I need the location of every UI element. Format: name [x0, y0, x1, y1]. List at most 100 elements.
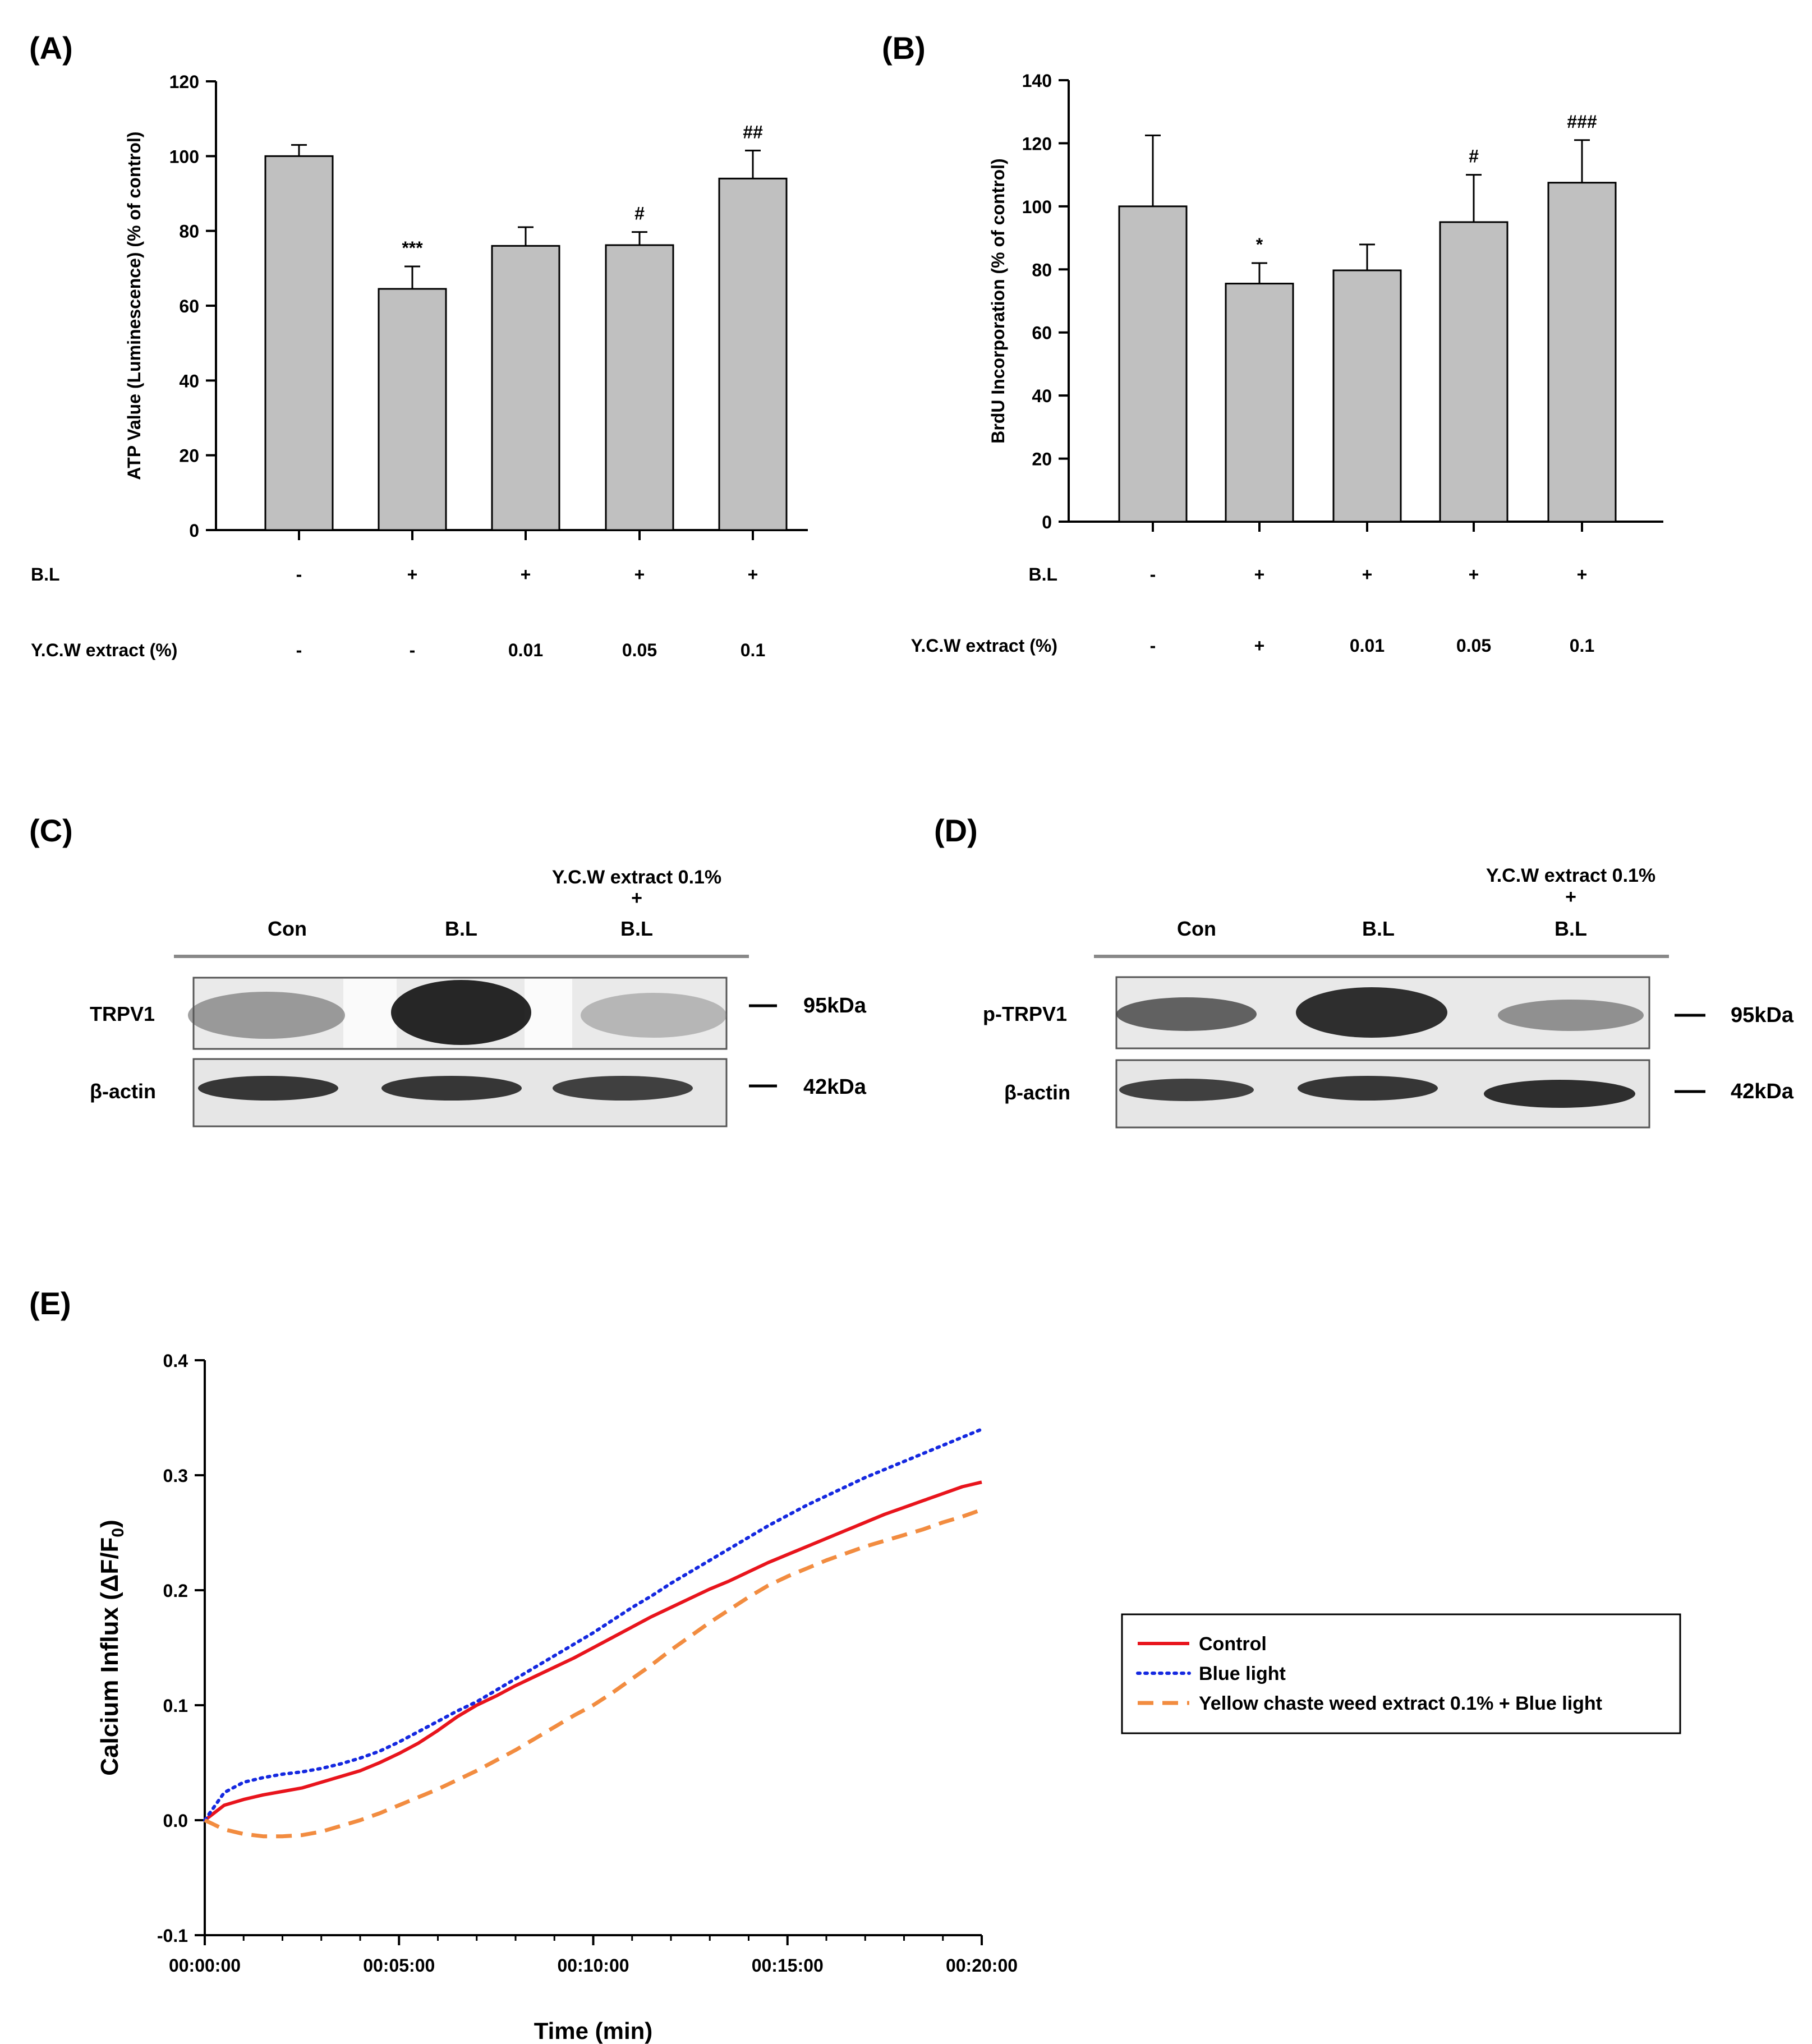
- legend: Control Blue light Yellow chaste weed extr…: [1121, 1613, 1681, 1734]
- series-line-1: [203, 1428, 983, 1822]
- bar: [1225, 283, 1294, 523]
- condition-value: +: [521, 564, 531, 584]
- condition-value: +: [1469, 564, 1479, 584]
- actin-size-label-d: 42kDa: [1731, 1080, 1794, 1103]
- y-tick-label: 100: [169, 146, 199, 167]
- y-tick-label: 40: [1032, 386, 1052, 406]
- y-tick-label: 120: [1022, 133, 1052, 154]
- y-axis-title: BrdU Incorporation (% of control): [988, 158, 1008, 443]
- ptrpv1-band-bl: [1296, 987, 1447, 1038]
- y-tick-label: 80: [179, 222, 199, 242]
- condition-value: 0.05: [1456, 636, 1491, 656]
- trpv1-protein-label: TRPV1: [90, 1002, 155, 1025]
- y-tick-label: 0: [1042, 512, 1052, 532]
- lane-con-label: Con: [268, 917, 307, 940]
- significance-label: ***: [402, 238, 423, 258]
- y-tick-label: 100: [1022, 197, 1052, 217]
- condition-value: -: [410, 640, 416, 660]
- bar: [718, 177, 788, 531]
- x-axis-title: Time (min): [534, 2018, 653, 2044]
- lane-plus-label: +: [631, 887, 642, 909]
- y-tick-label: 40: [179, 371, 199, 391]
- trpv1-band-con: [188, 992, 345, 1039]
- condition-value: -: [1150, 564, 1156, 584]
- x-tick-label: 00:10:00: [557, 1955, 629, 1976]
- lane-bl-label: B.L: [1362, 917, 1395, 940]
- y-tick-label: 0.4: [163, 1351, 188, 1371]
- actin-band-bl: [381, 1076, 522, 1101]
- y-tick-label: 60: [1032, 323, 1052, 343]
- y-title-ratio: ΔF/F: [96, 1537, 123, 1592]
- bar: [1118, 205, 1188, 523]
- panel-c-label: (C): [29, 813, 73, 848]
- condition-value: +: [634, 564, 645, 584]
- western-blot-c: Y.C.W extract 0.1% + Con B.L B.L TRPV1 9…: [90, 867, 867, 1127]
- ptrpv1-band-con: [1116, 997, 1257, 1031]
- condition-name: Y.C.W extract (%): [31, 640, 177, 660]
- bar: [491, 245, 560, 531]
- x-tick-label: 00:15:00: [752, 1955, 824, 1976]
- condition-value: 0.01: [1350, 636, 1385, 656]
- condition-value: +: [1254, 636, 1265, 656]
- y-tick-label: -0.1: [157, 1926, 188, 1946]
- condition-value: -: [296, 564, 302, 584]
- actin-size-label-c: 42kDa: [803, 1075, 867, 1099]
- actin-protein-label-c: β-actin: [90, 1080, 156, 1103]
- bar: [1547, 182, 1617, 523]
- y-tick-label: 60: [179, 296, 199, 316]
- significance-label: #: [634, 204, 645, 224]
- ptrpv1-size-label: 95kDa: [1731, 1003, 1794, 1027]
- significance-label: ##: [743, 122, 763, 142]
- ptrpv1-band-ycw: [1498, 1000, 1644, 1031]
- significance-label: *: [1256, 234, 1263, 255]
- panel-b-label: (B): [882, 30, 926, 66]
- actin-protein-label-d: β-actin: [1004, 1081, 1070, 1104]
- lane-bl2-label: B.L: [1555, 917, 1587, 940]
- y-tick-label: 140: [1022, 71, 1052, 91]
- actin-band-bl: [1298, 1076, 1438, 1101]
- condition-value: 0.05: [622, 640, 657, 660]
- x-tick-label: 00:05:00: [363, 1955, 435, 1976]
- legend-label: Blue light: [1199, 1663, 1286, 1684]
- lane-con-label: Con: [1177, 917, 1216, 940]
- trpv1-size-label: 95kDa: [803, 994, 867, 1018]
- y-tick-label: 0.0: [163, 1811, 188, 1831]
- chart-a-atp: 0 20 40 60 80 100 120 ATP Value (Luminescence) …: [31, 72, 808, 660]
- condition-value: +: [1254, 564, 1265, 584]
- panel-d-label: (D): [934, 813, 978, 848]
- actin-band-ycw: [553, 1076, 693, 1101]
- legend-label: Control: [1199, 1633, 1267, 1655]
- trpv1-band-ycw: [581, 993, 726, 1038]
- panel-e-label: (E): [29, 1286, 71, 1321]
- lane-bl2-label: B.L: [620, 917, 653, 940]
- lane-ycw-label: Y.C.W extract 0.1%: [552, 867, 721, 888]
- condition-value: -: [296, 640, 302, 660]
- condition-value: -: [1150, 636, 1156, 656]
- y-tick-label: 20: [179, 446, 199, 466]
- condition-name: B.L: [1028, 564, 1057, 584]
- bar: [378, 288, 447, 531]
- trpv1-lane-gap: [525, 979, 572, 1048]
- condition-name: Y.C.W extract (%): [911, 636, 1057, 656]
- panel-a-label: (A): [29, 30, 73, 66]
- ptrpv1-protein-label: p-TRPV1: [983, 1002, 1067, 1025]
- y-tick-label: 0: [189, 521, 199, 541]
- y-title-end: ): [96, 1520, 123, 1528]
- bar: [1439, 221, 1509, 523]
- trpv1-lane-gap: [343, 979, 397, 1048]
- bar: [1332, 269, 1402, 523]
- bar: [605, 244, 674, 531]
- y-axis-title: ATP Value (Luminescence) (% of control): [124, 131, 144, 480]
- lane-plus-label: +: [1565, 886, 1576, 908]
- y-axis-title: Calcium Influx (ΔF/F0): [96, 1520, 127, 1776]
- condition-value: +: [1577, 564, 1588, 584]
- y-tick-label: 80: [1032, 260, 1052, 280]
- condition-value: 0.1: [1570, 636, 1594, 656]
- legend-label: Yellow chaste weed extract 0.1% + Blue l…: [1199, 1693, 1602, 1714]
- actin-band-ycw: [1484, 1080, 1635, 1108]
- condition-value: +: [748, 564, 758, 584]
- y-tick-label: 120: [169, 72, 199, 92]
- y-title-subscript: 0: [109, 1528, 127, 1537]
- y-tick-label: 0.1: [163, 1696, 188, 1716]
